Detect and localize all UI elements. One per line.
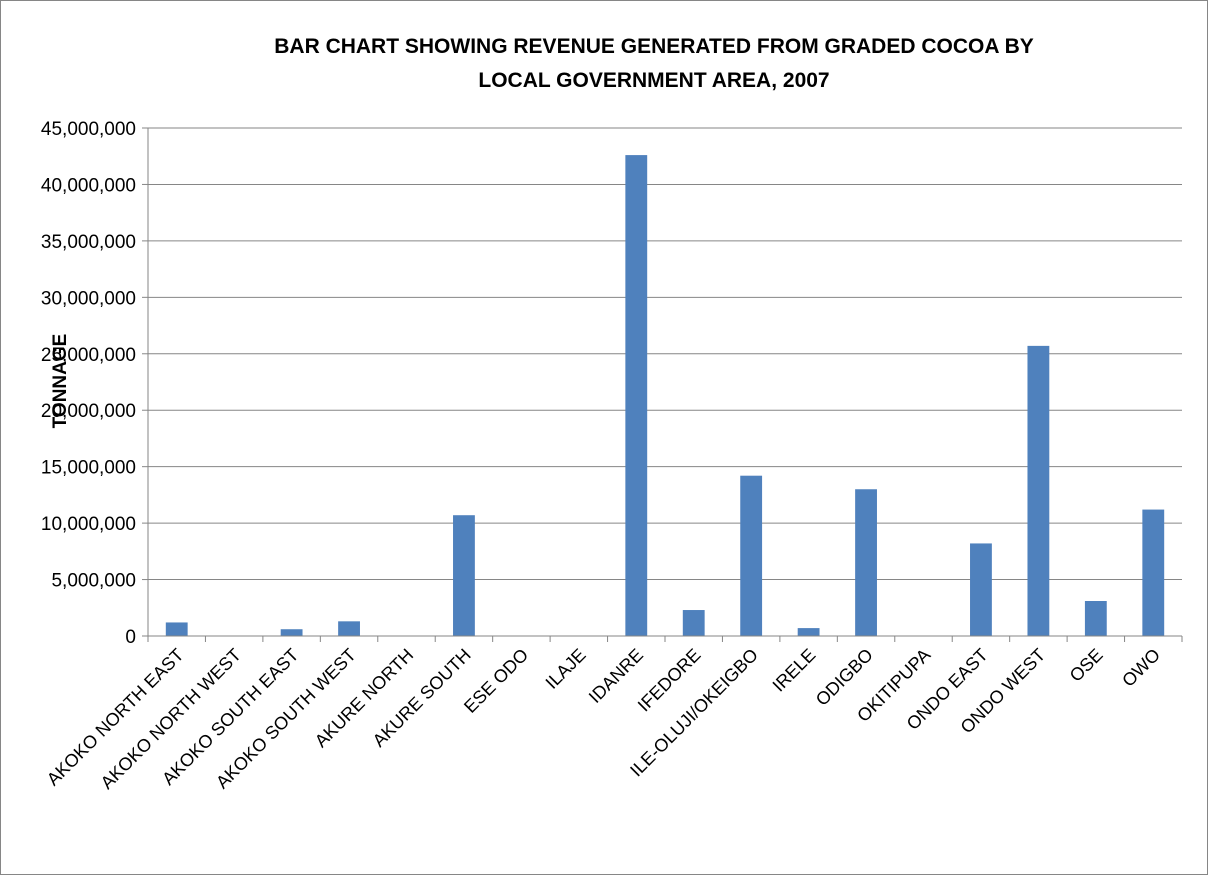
x-category-label: IRELE bbox=[769, 645, 820, 696]
chart-title-line-1: BAR CHART SHOWING REVENUE GENERATED FROM… bbox=[274, 35, 1034, 58]
bar-idanre bbox=[625, 155, 648, 637]
bar-odigbo bbox=[855, 489, 877, 636]
y-tick-label: 45,000,000 bbox=[41, 119, 136, 140]
gridlines bbox=[148, 127, 1182, 581]
bar-akure-south bbox=[453, 515, 475, 636]
bar-ondo-east bbox=[970, 543, 992, 636]
y-axis-label: TONNAGE bbox=[50, 334, 71, 429]
y-tick-label: 35,000,000 bbox=[41, 232, 136, 253]
x-category-label: ILAJE bbox=[542, 645, 590, 693]
bar-ondo-west bbox=[1027, 345, 1050, 636]
y-tick-label: 5,000,000 bbox=[51, 571, 136, 592]
bar-ile-oluji-okeigbo bbox=[740, 475, 763, 636]
y-tick-labels: 0 5,000,000 10,000,000 15,000,000 20,000,000… bbox=[41, 119, 148, 648]
y-tick-label: 20,000,000 bbox=[41, 401, 136, 422]
bars bbox=[165, 155, 1165, 637]
x-category-label: AKURE SOUTH bbox=[369, 645, 475, 751]
chart-title-line-2: LOCAL GOVERNMENT AREA, 2007 bbox=[478, 69, 829, 92]
bar-owo bbox=[1142, 509, 1165, 636]
bar-akoko-south-east bbox=[280, 629, 303, 636]
bar-akoko-north-east bbox=[165, 622, 188, 636]
y-tick-label: 0 bbox=[125, 627, 136, 648]
y-tick-label: 40,000,000 bbox=[41, 175, 136, 196]
bar-akoko-south-west bbox=[338, 621, 360, 636]
y-tick-label: 25,000,000 bbox=[41, 345, 136, 366]
y-tick-label: 15,000,000 bbox=[41, 458, 136, 479]
x-category-label: AKURE NORTH bbox=[311, 645, 418, 752]
x-category-label: OWO bbox=[1118, 645, 1164, 691]
y-tick-label: 10,000,000 bbox=[41, 514, 136, 535]
axes bbox=[147, 128, 1182, 637]
y-tick-label: 30,000,000 bbox=[41, 288, 136, 309]
bar-ifedore bbox=[682, 610, 705, 636]
bar-irele bbox=[797, 628, 820, 636]
x-category-label: OSE bbox=[1066, 645, 1107, 686]
bar-ose bbox=[1084, 601, 1107, 636]
